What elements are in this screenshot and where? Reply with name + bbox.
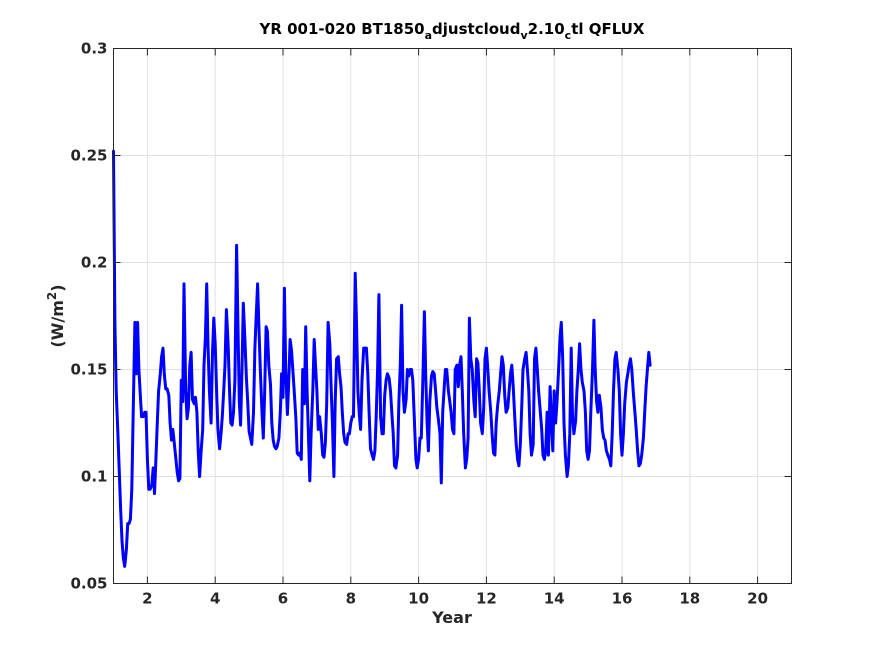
- ticks: [113, 48, 792, 584]
- y-tick-label: 0.05: [70, 575, 107, 593]
- x-tick-label: 18: [679, 590, 700, 608]
- y-tick-label: 0.15: [70, 361, 107, 379]
- y-tick-label: 0.2: [81, 254, 108, 272]
- plot-frame: [113, 48, 792, 584]
- x-tick-label: 10: [408, 590, 429, 608]
- x-tick-label: 12: [476, 590, 497, 608]
- chart-title: YR 001-020 BT1850adjustcloudv2.10ctl QFL…: [258, 20, 644, 42]
- x-tick-label: 20: [747, 590, 768, 608]
- y-axis-label: (W/m2): [45, 284, 67, 347]
- y-tick-label: 0.1: [81, 468, 108, 486]
- x-axis-label: Year: [431, 608, 472, 627]
- y-tick-label: 0.3: [81, 40, 108, 58]
- x-tick-label: 4: [210, 590, 220, 608]
- series-line: [112, 149, 652, 568]
- grid: [113, 48, 792, 584]
- x-tick-label: 8: [346, 590, 356, 608]
- y-tick-label: 0.25: [70, 147, 107, 165]
- x-tick-label: 16: [612, 590, 633, 608]
- y-tick-labels: 0.05 0.1 0.15 0.2 0.25 0.3: [70, 40, 107, 593]
- x-tick-label: 14: [544, 590, 565, 608]
- x-tick-label: 6: [278, 590, 288, 608]
- x-tick-labels: 2 4 6 8 10 12 14 16 18 20: [142, 590, 768, 608]
- series-group: [112, 149, 652, 568]
- x-tick-label: 2: [142, 590, 152, 608]
